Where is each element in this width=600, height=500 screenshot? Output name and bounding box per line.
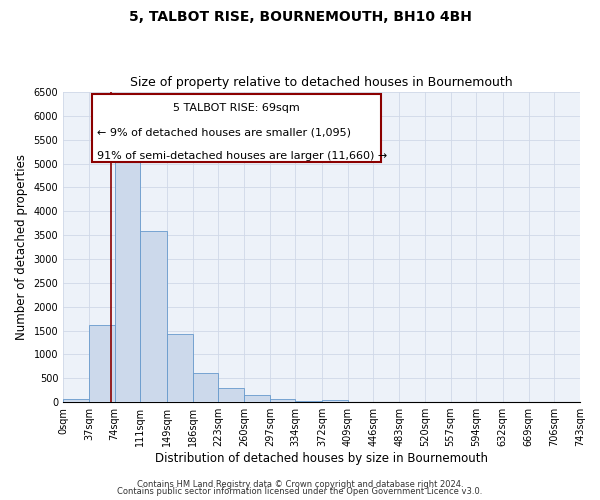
Bar bbox=[140, 232, 167, 402]
X-axis label: Distribution of detached houses by size in Bournemouth: Distribution of detached houses by size … bbox=[155, 452, 488, 465]
Bar bbox=[322, 400, 347, 402]
Bar bbox=[63, 398, 89, 402]
Text: Contains HM Land Registry data © Crown copyright and database right 2024.: Contains HM Land Registry data © Crown c… bbox=[137, 480, 463, 489]
Text: 5, TALBOT RISE, BOURNEMOUTH, BH10 4BH: 5, TALBOT RISE, BOURNEMOUTH, BH10 4BH bbox=[128, 10, 472, 24]
Bar bbox=[244, 395, 270, 402]
Y-axis label: Number of detached properties: Number of detached properties bbox=[15, 154, 28, 340]
Bar bbox=[89, 325, 115, 402]
Title: Size of property relative to detached houses in Bournemouth: Size of property relative to detached ho… bbox=[130, 76, 513, 90]
Text: Contains public sector information licensed under the Open Government Licence v3: Contains public sector information licen… bbox=[118, 487, 482, 496]
FancyBboxPatch shape bbox=[92, 94, 381, 162]
Bar bbox=[167, 334, 193, 402]
Bar bbox=[295, 400, 322, 402]
Bar bbox=[270, 398, 295, 402]
Text: 5 TALBOT RISE: 69sqm: 5 TALBOT RISE: 69sqm bbox=[173, 103, 299, 113]
Text: 91% of semi-detached houses are larger (11,660) →: 91% of semi-detached houses are larger (… bbox=[97, 151, 387, 161]
Bar bbox=[115, 161, 140, 402]
Bar bbox=[193, 372, 218, 402]
Bar bbox=[218, 388, 244, 402]
Text: ← 9% of detached houses are smaller (1,095): ← 9% of detached houses are smaller (1,0… bbox=[97, 128, 351, 138]
